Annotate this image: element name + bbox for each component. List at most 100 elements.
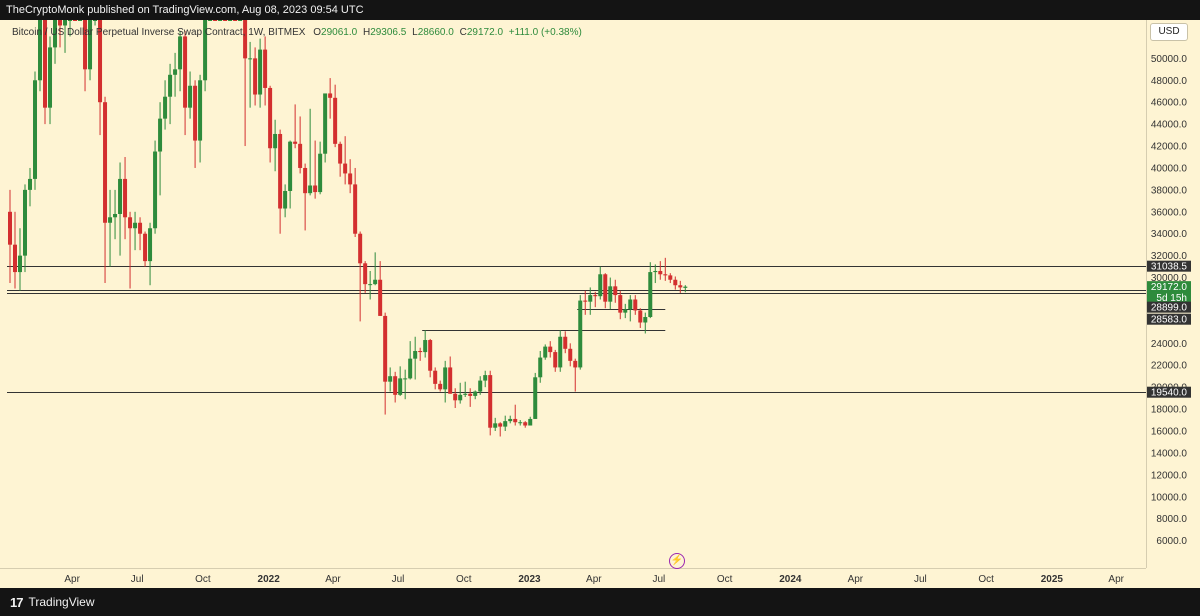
price-tick-label: 48000.0 — [1151, 76, 1188, 87]
candle-body — [528, 418, 533, 426]
candle-body — [433, 370, 438, 384]
price-tick-label: 38000.0 — [1151, 185, 1188, 196]
price-label-bg — [1147, 386, 1191, 398]
candle-body — [518, 422, 523, 424]
candle — [638, 308, 643, 328]
candle-body — [193, 85, 198, 141]
candle — [133, 211, 138, 251]
price-label: 31038.5 — [1147, 260, 1191, 273]
candle-body — [293, 141, 298, 144]
time-tick-label: Oct — [195, 574, 211, 585]
legend-high-label: H — [362, 27, 371, 38]
candle-body — [53, 20, 58, 48]
candle — [388, 367, 393, 392]
candle-body — [298, 143, 303, 168]
candle — [423, 330, 428, 358]
candle-body — [503, 421, 508, 427]
candle-body — [558, 336, 563, 368]
candle — [458, 382, 463, 404]
candle — [153, 140, 158, 234]
candle — [8, 189, 12, 284]
candle — [518, 420, 523, 426]
price-tick-label: 36000.0 — [1151, 207, 1188, 218]
price-chart[interactable]: 52000.050000.048000.046000.044000.042000… — [0, 20, 1200, 588]
candle — [238, 20, 243, 21]
price-tick-label: 14000.0 — [1151, 448, 1188, 459]
price-tick-label: 16000.0 — [1151, 427, 1188, 438]
price-axis: 52000.050000.048000.046000.044000.042000… — [1146, 20, 1200, 588]
price-tick-label: 30000.0 — [1151, 273, 1188, 284]
candle-body — [413, 350, 418, 359]
currency-button[interactable]: USD — [1150, 23, 1188, 41]
candle — [123, 157, 128, 240]
candle-body — [473, 391, 478, 396]
candle — [568, 343, 573, 367]
symbol-legend: Bitcoin / US Dollar Perpetual Inverse Sw… — [12, 27, 582, 38]
candle — [323, 93, 328, 163]
candle-body — [578, 300, 583, 368]
candle — [598, 266, 603, 300]
candle — [623, 303, 628, 319]
candle — [128, 211, 133, 289]
candle — [348, 159, 353, 194]
candle-body — [213, 20, 218, 21]
tradingview-logo-icon: 17 — [10, 594, 24, 610]
candle — [588, 287, 593, 315]
lightning-icon[interactable]: ⚡ — [669, 553, 685, 569]
candle — [473, 390, 478, 400]
price-tick-label: 40000.0 — [1151, 163, 1188, 174]
time-tick-label: Apr — [586, 574, 602, 585]
price-label: 5d 15h — [1147, 291, 1191, 304]
candle — [163, 80, 168, 130]
candle-body — [408, 358, 413, 379]
candle-body — [288, 141, 293, 191]
candle — [53, 20, 58, 64]
candle — [43, 20, 48, 125]
candle — [363, 261, 368, 293]
candle-body — [553, 352, 558, 368]
candle-body — [338, 143, 343, 164]
candle-body — [203, 20, 208, 81]
candle — [608, 277, 613, 310]
candle — [38, 20, 43, 92]
candle — [313, 140, 318, 199]
candle-body — [58, 20, 63, 26]
candle-body — [278, 133, 283, 209]
candle — [283, 184, 288, 218]
candle — [243, 20, 248, 147]
candle — [23, 184, 28, 273]
candle-body — [238, 20, 243, 21]
candle — [553, 349, 558, 372]
legend-close-value: 29172.0 — [466, 27, 504, 38]
candle-body — [113, 213, 118, 218]
candle — [353, 167, 358, 238]
candle-body — [463, 393, 468, 395]
candle-body — [138, 222, 143, 234]
candle-body — [263, 49, 268, 88]
candle — [483, 370, 488, 388]
price-tick-label: 6000.0 — [1156, 536, 1187, 547]
candle-body — [353, 184, 358, 234]
candle — [208, 20, 213, 21]
candle — [278, 129, 283, 234]
legend-low-label: L — [412, 27, 418, 38]
candle — [358, 231, 363, 322]
candle — [13, 211, 18, 289]
candle — [658, 261, 663, 280]
candle — [443, 360, 448, 403]
candle — [98, 20, 103, 136]
candle — [463, 381, 468, 398]
candle-body — [638, 310, 643, 323]
candle — [613, 279, 618, 303]
candles — [8, 20, 688, 437]
candle-body — [508, 418, 513, 422]
price-label-bg — [1147, 291, 1191, 303]
candle-body — [228, 20, 233, 21]
candle — [428, 338, 433, 378]
candle-body — [448, 367, 453, 394]
candle-body — [388, 376, 393, 382]
time-tick-label: Jul — [652, 574, 665, 585]
candle — [593, 291, 598, 308]
candle — [223, 20, 228, 21]
candle — [398, 366, 403, 396]
